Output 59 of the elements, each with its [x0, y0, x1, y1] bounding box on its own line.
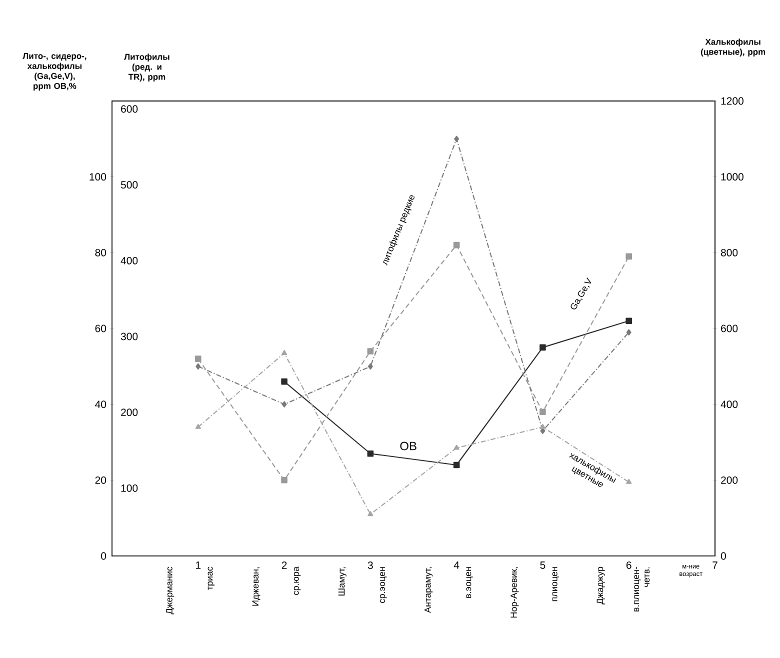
point	[194, 356, 202, 362]
text: ср.юра	[294, 566, 301, 595]
y-tick-label: 100	[90, 173, 106, 181]
text: Нор-Аревик,	[510, 567, 519, 618]
point	[626, 318, 632, 324]
y-tick-label: 40	[95, 400, 106, 408]
y-axis-title: Лито-, сидеро-, халькофилы (Ga,Ge,V), ppm ОВ,%	[22, 53, 86, 91]
y3-axis-title: Халькофилы (цветные), ppm	[700, 38, 766, 57]
y3-tick-label: 1000	[721, 173, 744, 181]
series-label: ОВ	[400, 442, 416, 450]
x-tick-label: 5	[540, 562, 546, 569]
point	[367, 450, 374, 457]
y2-tick-label: 500	[120, 181, 138, 189]
point	[626, 478, 632, 484]
y-tick-label: 0	[101, 552, 106, 560]
y2-tick-label: 100	[121, 484, 138, 492]
point	[367, 348, 374, 354]
text: Антарамут,	[424, 567, 433, 613]
x-tick-label: 2	[282, 562, 287, 569]
text: в.эоцен	[466, 567, 473, 598]
point	[540, 408, 546, 416]
x-tick-label: 7	[712, 562, 718, 569]
text: Джерманис	[166, 566, 174, 614]
y3-tick-label: 800	[720, 248, 738, 256]
y2-tick-label: 400	[120, 256, 138, 264]
point	[195, 424, 201, 429]
point	[453, 462, 460, 468]
point	[453, 242, 460, 248]
point	[281, 350, 288, 355]
x-tick-label: 3	[368, 562, 373, 569]
y-tick-label: 60	[95, 324, 106, 332]
text: Шамут,	[338, 567, 346, 596]
y3-tick-label: 200	[721, 476, 738, 484]
y3-tick-label: 400	[720, 400, 738, 408]
x-tick-label: 6	[626, 562, 632, 569]
point	[281, 477, 288, 484]
text: триас	[208, 566, 214, 590]
y2-tick-label: 300	[120, 332, 138, 340]
point	[281, 378, 288, 385]
y3-tick-label: 1200	[721, 97, 744, 105]
y-tick-label: 20	[95, 476, 106, 484]
point	[540, 344, 546, 351]
y2-tick-label: 200	[121, 408, 138, 416]
text: ср.эоцен	[380, 567, 387, 603]
point	[368, 511, 374, 516]
y-tick-label: 80	[95, 248, 106, 256]
x-tick-label: 1	[196, 562, 201, 569]
y3-tick-label: 0	[720, 552, 726, 560]
y3-tick-label: 600	[721, 324, 738, 332]
x-tick-label: 4	[454, 562, 460, 569]
y2-tick-label: 600	[121, 105, 138, 113]
point	[540, 424, 546, 429]
text: Иджеван,	[252, 567, 260, 606]
text: Джаджур	[596, 566, 605, 604]
y2-axis-title: Литофилы (ред. и TR), ppm	[124, 54, 170, 82]
point	[626, 253, 632, 260]
text: в.плиоцен-четв.	[634, 566, 650, 612]
text: плиоцен	[552, 567, 560, 602]
point	[454, 444, 460, 450]
